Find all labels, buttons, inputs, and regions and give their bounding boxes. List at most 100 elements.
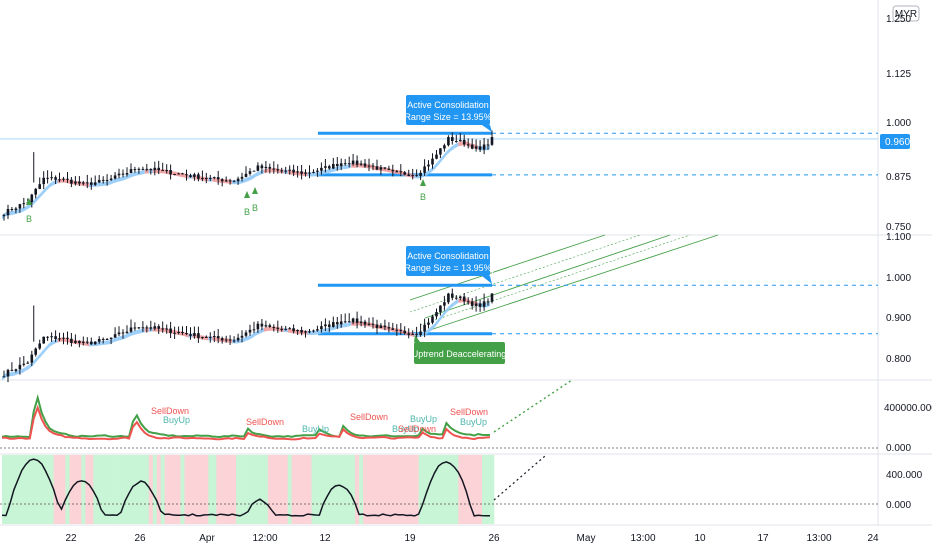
ma-band bbox=[97, 182, 102, 187]
candle-body bbox=[189, 334, 192, 336]
candle-body bbox=[232, 340, 236, 342]
candle-body bbox=[232, 181, 236, 183]
consolidation-callout-2[interactable]: Active Consolidation (Range Size = 13.95… bbox=[401, 246, 495, 284]
candle-body bbox=[121, 332, 125, 334]
price-panel[interactable] bbox=[0, 130, 878, 221]
candle-body bbox=[30, 354, 34, 363]
p1-tick: 0.750 bbox=[886, 222, 911, 233]
candle-body bbox=[2, 215, 6, 217]
candle-body bbox=[58, 338, 61, 340]
consolidation-callout-1[interactable]: Active Consolidation (Range Size = 13.95… bbox=[401, 95, 495, 132]
ma-band bbox=[430, 165, 435, 173]
candle-body bbox=[38, 343, 41, 349]
signal-stripe bbox=[57, 455, 62, 524]
candle-body bbox=[447, 293, 450, 303]
candle-body bbox=[86, 341, 89, 343]
candle-body bbox=[296, 330, 299, 332]
signal-stripe bbox=[434, 455, 439, 524]
currency-badge[interactable] bbox=[892, 5, 920, 22]
trend-channel-line bbox=[409, 234, 606, 301]
signal-stripe bbox=[101, 455, 106, 524]
candle-body bbox=[304, 331, 307, 333]
signal-stripe bbox=[474, 455, 479, 524]
candle-body bbox=[300, 330, 303, 333]
candle-body bbox=[328, 166, 331, 169]
uptrend-label: Uptrend Deaccelerating bbox=[412, 349, 507, 359]
x-tick: 26 bbox=[134, 533, 146, 544]
signal-stripe bbox=[394, 455, 400, 524]
candle-body bbox=[193, 174, 196, 177]
candle-body bbox=[153, 326, 157, 329]
p4-tick: 0.000 bbox=[886, 500, 911, 511]
uptrend-callout[interactable]: Uptrend Deaccelerating bbox=[412, 335, 507, 364]
candle-body bbox=[415, 333, 418, 335]
candle-body bbox=[125, 173, 129, 175]
signal-stripe bbox=[283, 455, 288, 524]
signal-stripe bbox=[73, 455, 78, 524]
signal-stripe bbox=[363, 455, 368, 524]
signal-stripe bbox=[382, 455, 388, 524]
flow-panel[interactable] bbox=[0, 379, 878, 449]
ma-band bbox=[25, 364, 30, 371]
signal-stripe bbox=[450, 455, 455, 524]
signal-stripe bbox=[263, 455, 269, 524]
candle-body bbox=[320, 167, 323, 171]
candle-body bbox=[177, 332, 180, 333]
signal-stripe bbox=[200, 455, 205, 524]
ma-band bbox=[263, 326, 268, 332]
candle-body bbox=[70, 338, 73, 343]
flow-labels: SellDown BuyUp SellDown BuyUp SellDown B… bbox=[151, 406, 488, 434]
signal-stripe bbox=[176, 455, 181, 524]
candle-body bbox=[133, 327, 137, 329]
ma-band bbox=[434, 318, 439, 328]
ma-band bbox=[37, 191, 42, 201]
candle-body bbox=[324, 324, 327, 327]
candle-body bbox=[268, 166, 272, 169]
ma-band bbox=[248, 334, 252, 341]
candle-body bbox=[149, 168, 153, 171]
candle-body bbox=[6, 369, 10, 377]
uptrend-box bbox=[414, 342, 505, 364]
candle-body bbox=[379, 167, 383, 170]
signal-stripe bbox=[462, 455, 467, 524]
candle-body bbox=[316, 170, 319, 172]
candle-body bbox=[336, 164, 339, 167]
candle-body bbox=[189, 175, 192, 177]
candle-body bbox=[74, 181, 77, 184]
ma-band bbox=[343, 164, 348, 170]
candle-body bbox=[18, 204, 22, 209]
oscillator-panel[interactable] bbox=[0, 455, 878, 517]
p2-tick: 0.800 bbox=[886, 354, 911, 365]
candle-body bbox=[62, 337, 65, 339]
ma-band bbox=[113, 337, 118, 343]
last-price-label: 0.960 bbox=[885, 137, 910, 148]
candle-body bbox=[129, 169, 133, 173]
candle-body bbox=[284, 170, 287, 172]
candle-body bbox=[462, 296, 466, 302]
candle-body bbox=[97, 179, 101, 183]
candle-body bbox=[248, 171, 252, 174]
candle-body bbox=[54, 336, 57, 339]
signal-stripe bbox=[311, 455, 316, 524]
signal-stripe bbox=[212, 455, 217, 524]
trend-panel[interactable] bbox=[2, 234, 878, 383]
candle-body bbox=[419, 331, 422, 335]
candle-body bbox=[395, 329, 399, 331]
candle-body bbox=[240, 176, 244, 179]
signal-stripe bbox=[291, 455, 296, 524]
candle-body bbox=[272, 168, 276, 170]
ma-band bbox=[49, 340, 54, 347]
candle-body bbox=[423, 324, 426, 332]
signal-stripe bbox=[21, 455, 27, 524]
buy-arrow-icon bbox=[420, 179, 426, 186]
candle-body bbox=[10, 369, 14, 371]
candle-body bbox=[66, 337, 69, 339]
candle-body bbox=[193, 333, 196, 336]
ma-band bbox=[9, 371, 14, 377]
signal-stripe bbox=[53, 455, 58, 524]
x-tick: 26 bbox=[488, 533, 500, 544]
signal-stripe bbox=[180, 455, 185, 524]
ma-band bbox=[267, 326, 272, 331]
callout-line2: (Range Size = 13.95%) bbox=[401, 112, 494, 122]
